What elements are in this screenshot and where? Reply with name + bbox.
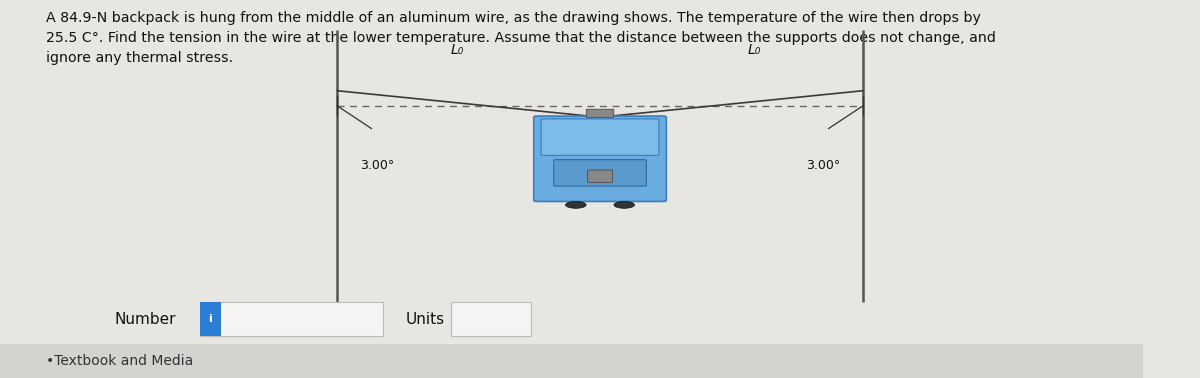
Text: L₀: L₀ bbox=[450, 43, 464, 57]
Text: ⌄: ⌄ bbox=[521, 313, 530, 326]
FancyBboxPatch shape bbox=[588, 170, 612, 183]
Text: Number: Number bbox=[114, 312, 175, 327]
FancyBboxPatch shape bbox=[534, 116, 666, 201]
Circle shape bbox=[614, 201, 635, 208]
FancyBboxPatch shape bbox=[553, 160, 647, 186]
FancyBboxPatch shape bbox=[451, 302, 532, 336]
Circle shape bbox=[565, 201, 586, 208]
Text: 3.00°: 3.00° bbox=[805, 159, 840, 172]
Text: Units: Units bbox=[406, 312, 445, 327]
FancyBboxPatch shape bbox=[200, 302, 383, 336]
Text: •Textbook and Media: •Textbook and Media bbox=[46, 354, 193, 368]
Text: L₀: L₀ bbox=[748, 43, 761, 57]
Text: i: i bbox=[209, 314, 212, 324]
FancyBboxPatch shape bbox=[200, 302, 221, 336]
Text: 3.00°: 3.00° bbox=[360, 159, 395, 172]
FancyBboxPatch shape bbox=[0, 344, 1142, 378]
FancyBboxPatch shape bbox=[587, 109, 613, 118]
FancyBboxPatch shape bbox=[541, 119, 659, 155]
Text: A 84.9-N backpack is hung from the middle of an aluminum wire, as the drawing sh: A 84.9-N backpack is hung from the middl… bbox=[46, 11, 996, 65]
